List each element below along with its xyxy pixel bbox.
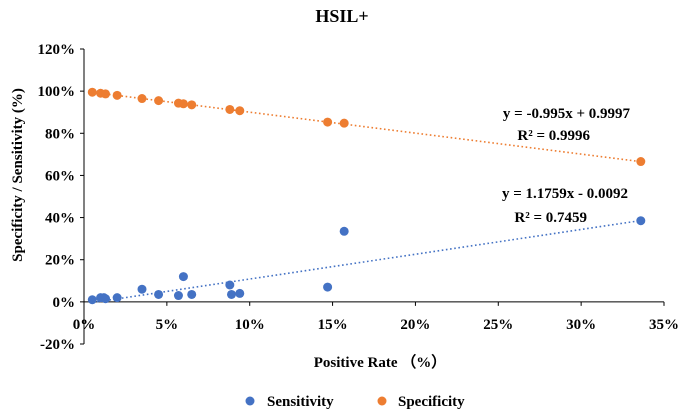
sensitivity-r2: R² = 0.7459 (514, 210, 587, 226)
y-tick-label: 80% (45, 126, 75, 142)
x-tick-label: 30% (566, 317, 596, 333)
point-specificity[interactable] (178, 99, 188, 109)
point-sensitivity[interactable] (225, 280, 235, 290)
point-sensitivity[interactable] (112, 293, 122, 303)
x-tick-label: 15% (318, 317, 348, 333)
y-tick-label: 60% (45, 168, 75, 184)
x-tick-label: 35% (649, 317, 679, 333)
legend: Sensitivity Specificity (245, 394, 465, 410)
point-sensitivity[interactable] (187, 289, 197, 299)
point-sensitivity[interactable] (101, 294, 111, 304)
x-tick-label: 20% (400, 317, 430, 333)
y-tick-label: -20% (40, 337, 75, 353)
point-sensitivity[interactable] (226, 289, 236, 299)
point-sensitivity[interactable] (235, 288, 245, 298)
y-tick-label: 100% (38, 84, 76, 100)
point-specificity[interactable] (87, 87, 97, 97)
x-tick-label: 25% (483, 317, 513, 333)
point-sensitivity[interactable] (173, 291, 183, 301)
y-tick-label: 120% (38, 42, 76, 58)
point-specificity[interactable] (101, 89, 111, 99)
point-specificity[interactable] (339, 118, 349, 128)
x-tick-label: 0% (73, 317, 96, 333)
point-specificity[interactable] (154, 96, 164, 106)
specificity-r2: R² = 0.9996 (517, 128, 590, 144)
specificity-equation: y = -0.995x + 0.9997 (503, 106, 631, 122)
point-specificity[interactable] (323, 117, 333, 127)
y-tick-label: 0% (53, 295, 76, 311)
point-specificity[interactable] (225, 104, 235, 114)
y-tick-label: 40% (45, 211, 75, 227)
point-sensitivity[interactable] (636, 216, 646, 226)
sensitivity-equation: y = 1.1759x - 0.0092 (502, 186, 628, 202)
y-axis-title: Specificity / Sensitivity (%) (10, 88, 26, 262)
point-sensitivity[interactable] (178, 272, 188, 282)
point-sensitivity[interactable] (339, 226, 349, 236)
point-sensitivity[interactable] (87, 295, 97, 305)
x-axis-title: Positive Rate （%） (314, 353, 446, 371)
x-tick-label: 5% (156, 317, 179, 333)
point-specificity[interactable] (137, 94, 147, 104)
legend-label-sensitivity: Sensitivity (267, 394, 334, 410)
point-specificity[interactable] (112, 90, 122, 100)
trendline-sensitivity (96, 219, 641, 303)
point-sensitivity[interactable] (154, 289, 164, 299)
point-sensitivity[interactable] (137, 284, 147, 294)
point-specificity[interactable] (187, 100, 197, 110)
point-sensitivity[interactable] (323, 282, 333, 292)
chart-title: HSIL+ (315, 6, 368, 26)
legend-label-specificity: Specificity (398, 394, 465, 410)
y-tick-label: 20% (45, 253, 75, 269)
x-tick-label: 10% (235, 317, 265, 333)
legend-marker-sensitivity (245, 396, 255, 406)
legend-marker-specificity (377, 396, 387, 406)
point-specificity[interactable] (235, 106, 245, 116)
point-specificity[interactable] (636, 157, 646, 167)
